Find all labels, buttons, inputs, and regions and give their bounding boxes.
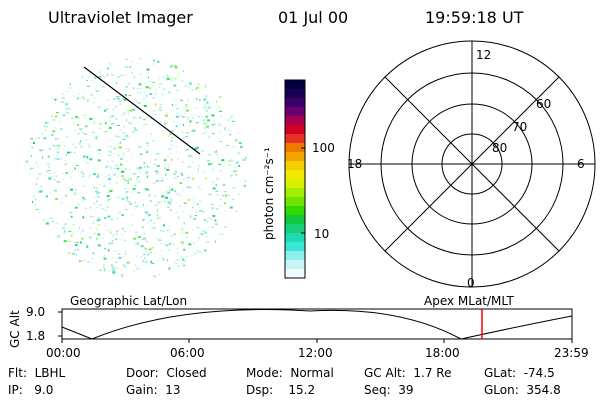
mlt-label-0: 0 <box>467 276 475 290</box>
status-door: Door: Closed <box>126 366 207 380</box>
colorbar-band <box>285 251 305 261</box>
colorbar <box>284 79 306 279</box>
status-gain: Gain: 13 <box>126 383 181 397</box>
colorbar-unit-label: photon cm⁻²s⁻¹ <box>262 147 276 240</box>
colorbar-band <box>285 89 305 99</box>
colorbar-band <box>285 179 305 189</box>
colorbar-band <box>285 269 305 279</box>
mlat-label-60: 60 <box>536 97 552 111</box>
colorbar-band <box>285 197 305 207</box>
y-tick-1-8: 1.8 <box>26 329 46 343</box>
colorbar-band <box>285 116 305 126</box>
mlat-label-70: 70 <box>512 120 528 134</box>
x-tick-2359: 23:59 <box>554 346 589 360</box>
status-dsp: Dsp: 15.2 <box>246 383 316 397</box>
colorbar-band <box>285 152 305 162</box>
terminator-line <box>83 66 201 155</box>
geographic-label: Geographic Lat/Lon <box>70 294 188 308</box>
polar-diagonal-2 <box>384 76 560 252</box>
colorbar-band <box>285 224 305 234</box>
status-seq: Seq: 39 <box>364 383 414 397</box>
altitude-timeline <box>58 308 573 343</box>
y-tick-9: 9.0 <box>26 305 46 319</box>
mlt-label-18: 18 <box>347 157 363 171</box>
colorbar-band <box>285 242 305 252</box>
altitude-curve-start <box>61 326 93 340</box>
colorbar-band <box>285 170 305 180</box>
colorbar-band <box>285 125 305 135</box>
colorbar-tick-label-100: 100 <box>312 141 335 155</box>
altitude-curve-orbit <box>91 309 462 340</box>
date-label: 01 Jul 00 <box>278 8 349 27</box>
colorbar-band <box>285 107 305 117</box>
status-glat: GLat: -74.5 <box>484 366 555 380</box>
instrument-title: Ultraviolet Imager <box>48 8 193 27</box>
colorbar-tick-label-10: 10 <box>314 227 330 241</box>
status-gc-alt: GC Alt: 1.7 Re <box>364 366 452 380</box>
apex-label: Apex MLat/MLT <box>424 294 514 308</box>
colorbar-band <box>285 134 305 144</box>
x-tick-0000: 00:00 <box>46 346 81 360</box>
status-filter: Flt: LBHL <box>8 366 66 380</box>
status-mode: Mode: Normal <box>246 366 334 380</box>
colorbar-band <box>285 188 305 198</box>
colorbar-band <box>285 233 305 243</box>
mlat-label-80: 80 <box>492 141 508 155</box>
time-label: 19:59:18 UT <box>425 8 524 27</box>
status-ip: IP: 9.0 <box>8 383 54 397</box>
x-tick-1200: 12:00 <box>298 346 333 360</box>
colorbar-band <box>285 206 305 216</box>
colorbar-band <box>285 98 305 108</box>
mlt-label-12: 12 <box>476 48 492 62</box>
colorbar-band <box>285 260 305 270</box>
uv-emission-speckles <box>26 57 248 278</box>
colorbar-band <box>285 143 305 153</box>
x-tick-1800: 18:00 <box>425 346 460 360</box>
colorbar-band <box>285 215 305 225</box>
polar-plot <box>348 40 596 288</box>
timeline-y-axis-label: GC Alt <box>8 310 22 348</box>
x-tick-0600: 06:00 <box>170 346 205 360</box>
colorbar-band <box>285 80 305 90</box>
uv-image-disk <box>25 56 248 278</box>
altitude-curve-end <box>460 315 573 340</box>
colorbar-band <box>285 161 305 171</box>
status-glon: GLon: 354.8 <box>484 383 561 397</box>
mlt-label-6: 6 <box>577 157 585 171</box>
